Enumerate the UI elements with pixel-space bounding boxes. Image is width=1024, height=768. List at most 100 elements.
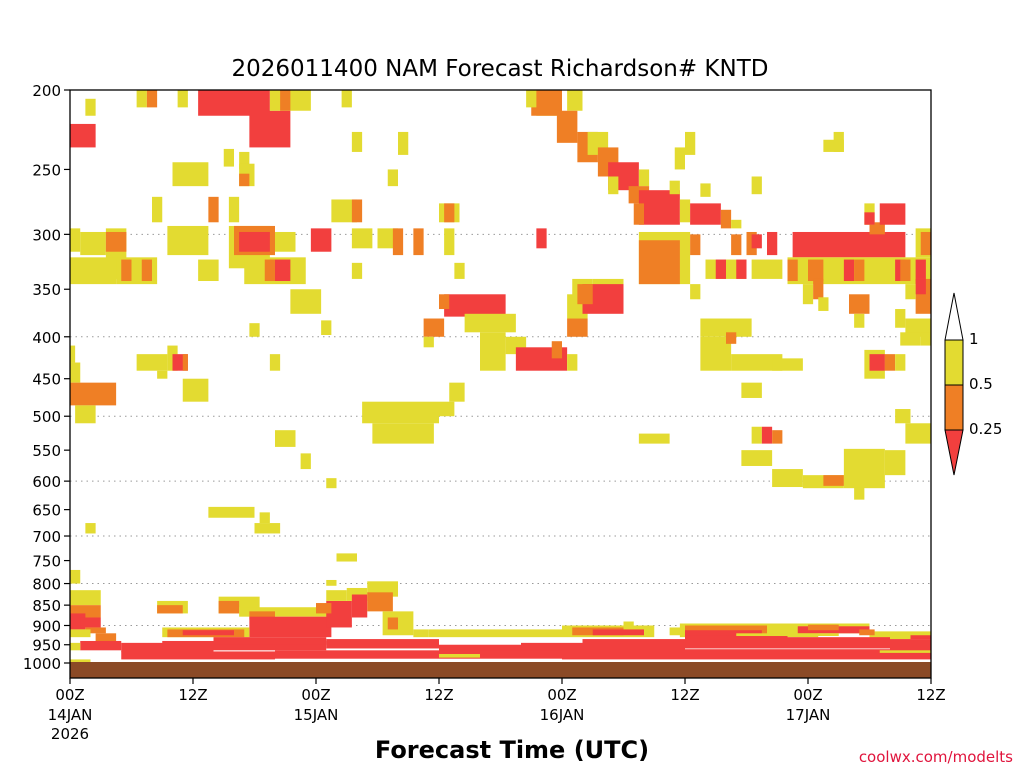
ri-cell-181 [326, 579, 337, 586]
ri-cell-160 [275, 430, 296, 447]
ri-cell-171 [843, 448, 885, 489]
ri-cell-44 [141, 259, 152, 282]
ri-cell-178 [85, 523, 96, 534]
ri-cell-14 [172, 162, 209, 187]
ri-cell-235 [787, 637, 890, 649]
ri-cell-79 [608, 176, 619, 195]
ri-cell-54 [439, 294, 450, 310]
plot-frame [69, 89, 932, 679]
y-tick-label-400: 400 [32, 329, 61, 347]
ri-cell-0 [85, 98, 96, 116]
x-tick-label-24: 00Z [301, 686, 330, 704]
ri-cell-186 [70, 590, 101, 606]
y-tick-label-600: 600 [32, 473, 61, 491]
x-tick-label-12: 12Z [178, 686, 207, 704]
ri-cell-145 [70, 345, 76, 363]
x-tick-label-36: 12Z [424, 686, 453, 704]
ri-cell-142 [884, 354, 896, 371]
ri-cell-132 [731, 354, 783, 371]
ri-cell-170 [823, 475, 844, 486]
ri-cell-17 [387, 169, 398, 187]
ri-cell-211 [182, 630, 234, 636]
ri-cell-135 [895, 309, 906, 328]
y-tick-label-850: 850 [32, 597, 61, 615]
ri-cell-34 [310, 228, 332, 252]
x-tick-label-48: 00Z [547, 686, 576, 704]
ri-cell-82 [638, 190, 680, 225]
ri-cell-50 [454, 262, 465, 279]
ri-cell-97 [690, 234, 701, 256]
y-tick-label-300: 300 [32, 226, 61, 244]
ri-cell-124 [849, 294, 870, 314]
ri-cell-190 [85, 627, 106, 634]
ri-cell-197 [249, 611, 275, 620]
ri-cell-103 [869, 222, 885, 235]
ri-cell-10 [223, 148, 234, 167]
ri-cell-164 [751, 426, 762, 444]
ri-cell-131 [726, 332, 737, 344]
ri-cell-19 [208, 196, 219, 223]
ri-cell-121 [802, 284, 814, 305]
colorbar-bin-yellow [944, 339, 964, 386]
ri-cell-158 [439, 401, 455, 417]
ri-cell-179 [336, 553, 357, 562]
ri-cell-29 [167, 225, 209, 256]
ri-cell-118 [715, 259, 726, 279]
ri-cell-127 [905, 284, 916, 300]
ri-cell-133 [772, 358, 803, 371]
ri-cell-147 [70, 382, 117, 406]
ri-cell-37 [392, 228, 404, 256]
ri-cell-22 [351, 199, 363, 223]
ri-cell-165 [761, 426, 773, 444]
ri-cell-136 [905, 318, 931, 337]
ri-cell-208 [413, 629, 429, 638]
ri-cell-6 [249, 110, 291, 148]
ri-cell-217 [669, 627, 685, 636]
ri-cell-230 [326, 639, 439, 649]
ri-cell-150 [157, 370, 168, 379]
y-tick-label-700: 700 [32, 528, 61, 546]
ri-cell-111 [808, 259, 824, 282]
ri-cell-57 [249, 323, 260, 337]
plot-background [70, 90, 931, 678]
ri-cell-155 [269, 354, 281, 371]
ri-cell-156 [362, 401, 439, 424]
ri-cell-13 [398, 131, 409, 155]
ri-cell-212 [428, 629, 562, 638]
ri-cell-104 [879, 203, 906, 225]
ri-cell-146 [70, 362, 81, 383]
ri-cell-203 [351, 594, 368, 618]
ri-cell-83 [633, 203, 644, 225]
ri-cell-193 [80, 640, 122, 651]
colorbar-bin-red [944, 429, 964, 476]
ri-cell-53 [444, 294, 506, 317]
ri-cell-85 [690, 203, 721, 225]
x-tick-label-60: 12Z [670, 686, 699, 704]
ri-cell-51 [290, 289, 322, 314]
colorbar-bin-orange [944, 384, 964, 431]
ri-cell-69 [577, 284, 593, 305]
ri-cell-113 [854, 259, 865, 282]
y-tick-label-650: 650 [32, 502, 61, 520]
ri-cell-141 [869, 354, 885, 371]
ri-cell-38 [413, 228, 424, 256]
ri-cell-106 [920, 231, 931, 256]
y-axis: 200 250 300 350 400 450 500 550 600 650 700 750 800 8… [23, 82, 70, 673]
ri-cell-183 [157, 605, 183, 614]
ri-cell-41 [70, 257, 117, 285]
x-tick-label-72: 00Z [793, 686, 822, 704]
ri-cell-101 [767, 231, 778, 256]
ri-cell-98 [731, 234, 742, 256]
ri-cell-174 [905, 423, 931, 444]
ground-surface-band [70, 662, 931, 678]
ri-cell-58 [423, 318, 445, 337]
x-tick-sublabel-0-1: 2026 [51, 725, 89, 743]
heatmap-cells [70, 90, 931, 663]
y-tick-label-550: 550 [32, 442, 61, 460]
ri-cell-163 [638, 433, 670, 444]
y-tick-label-250: 250 [32, 161, 61, 179]
x-tick-label-0: 00Z [55, 686, 84, 704]
ri-cell-65 [567, 318, 588, 337]
